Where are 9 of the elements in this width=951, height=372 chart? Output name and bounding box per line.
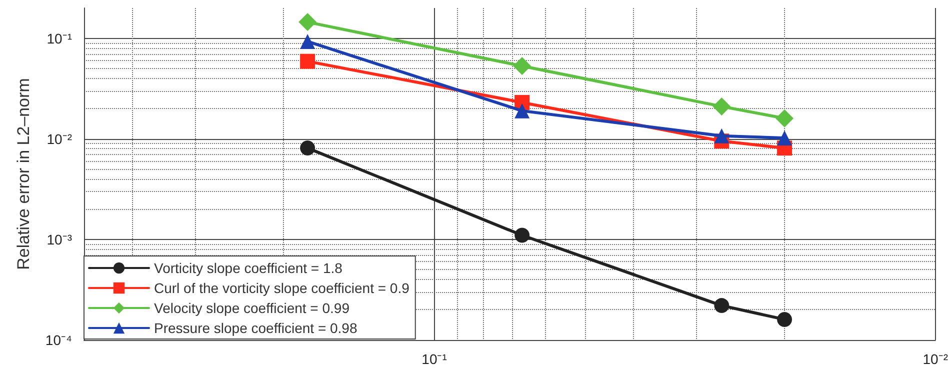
legend-label: Curl of the vorticity slope coefficient = 0.9 xyxy=(154,280,410,296)
legend-label: Velocity slope coefficient = 0.99 xyxy=(154,300,350,316)
y-tick-label: 10⁻¹ xyxy=(46,30,72,46)
y-axis-title: Relative error in L2–norm xyxy=(14,78,33,270)
legend-label: Pressure slope coefficient = 0.98 xyxy=(154,320,358,336)
y-tick-label: 10⁻³ xyxy=(46,231,72,248)
y-tick-label: 10⁻⁴ xyxy=(45,332,72,348)
legend-label: Vorticity slope coefficient = 1.8 xyxy=(154,260,343,276)
y-tick-label: 10⁻² xyxy=(46,130,72,147)
